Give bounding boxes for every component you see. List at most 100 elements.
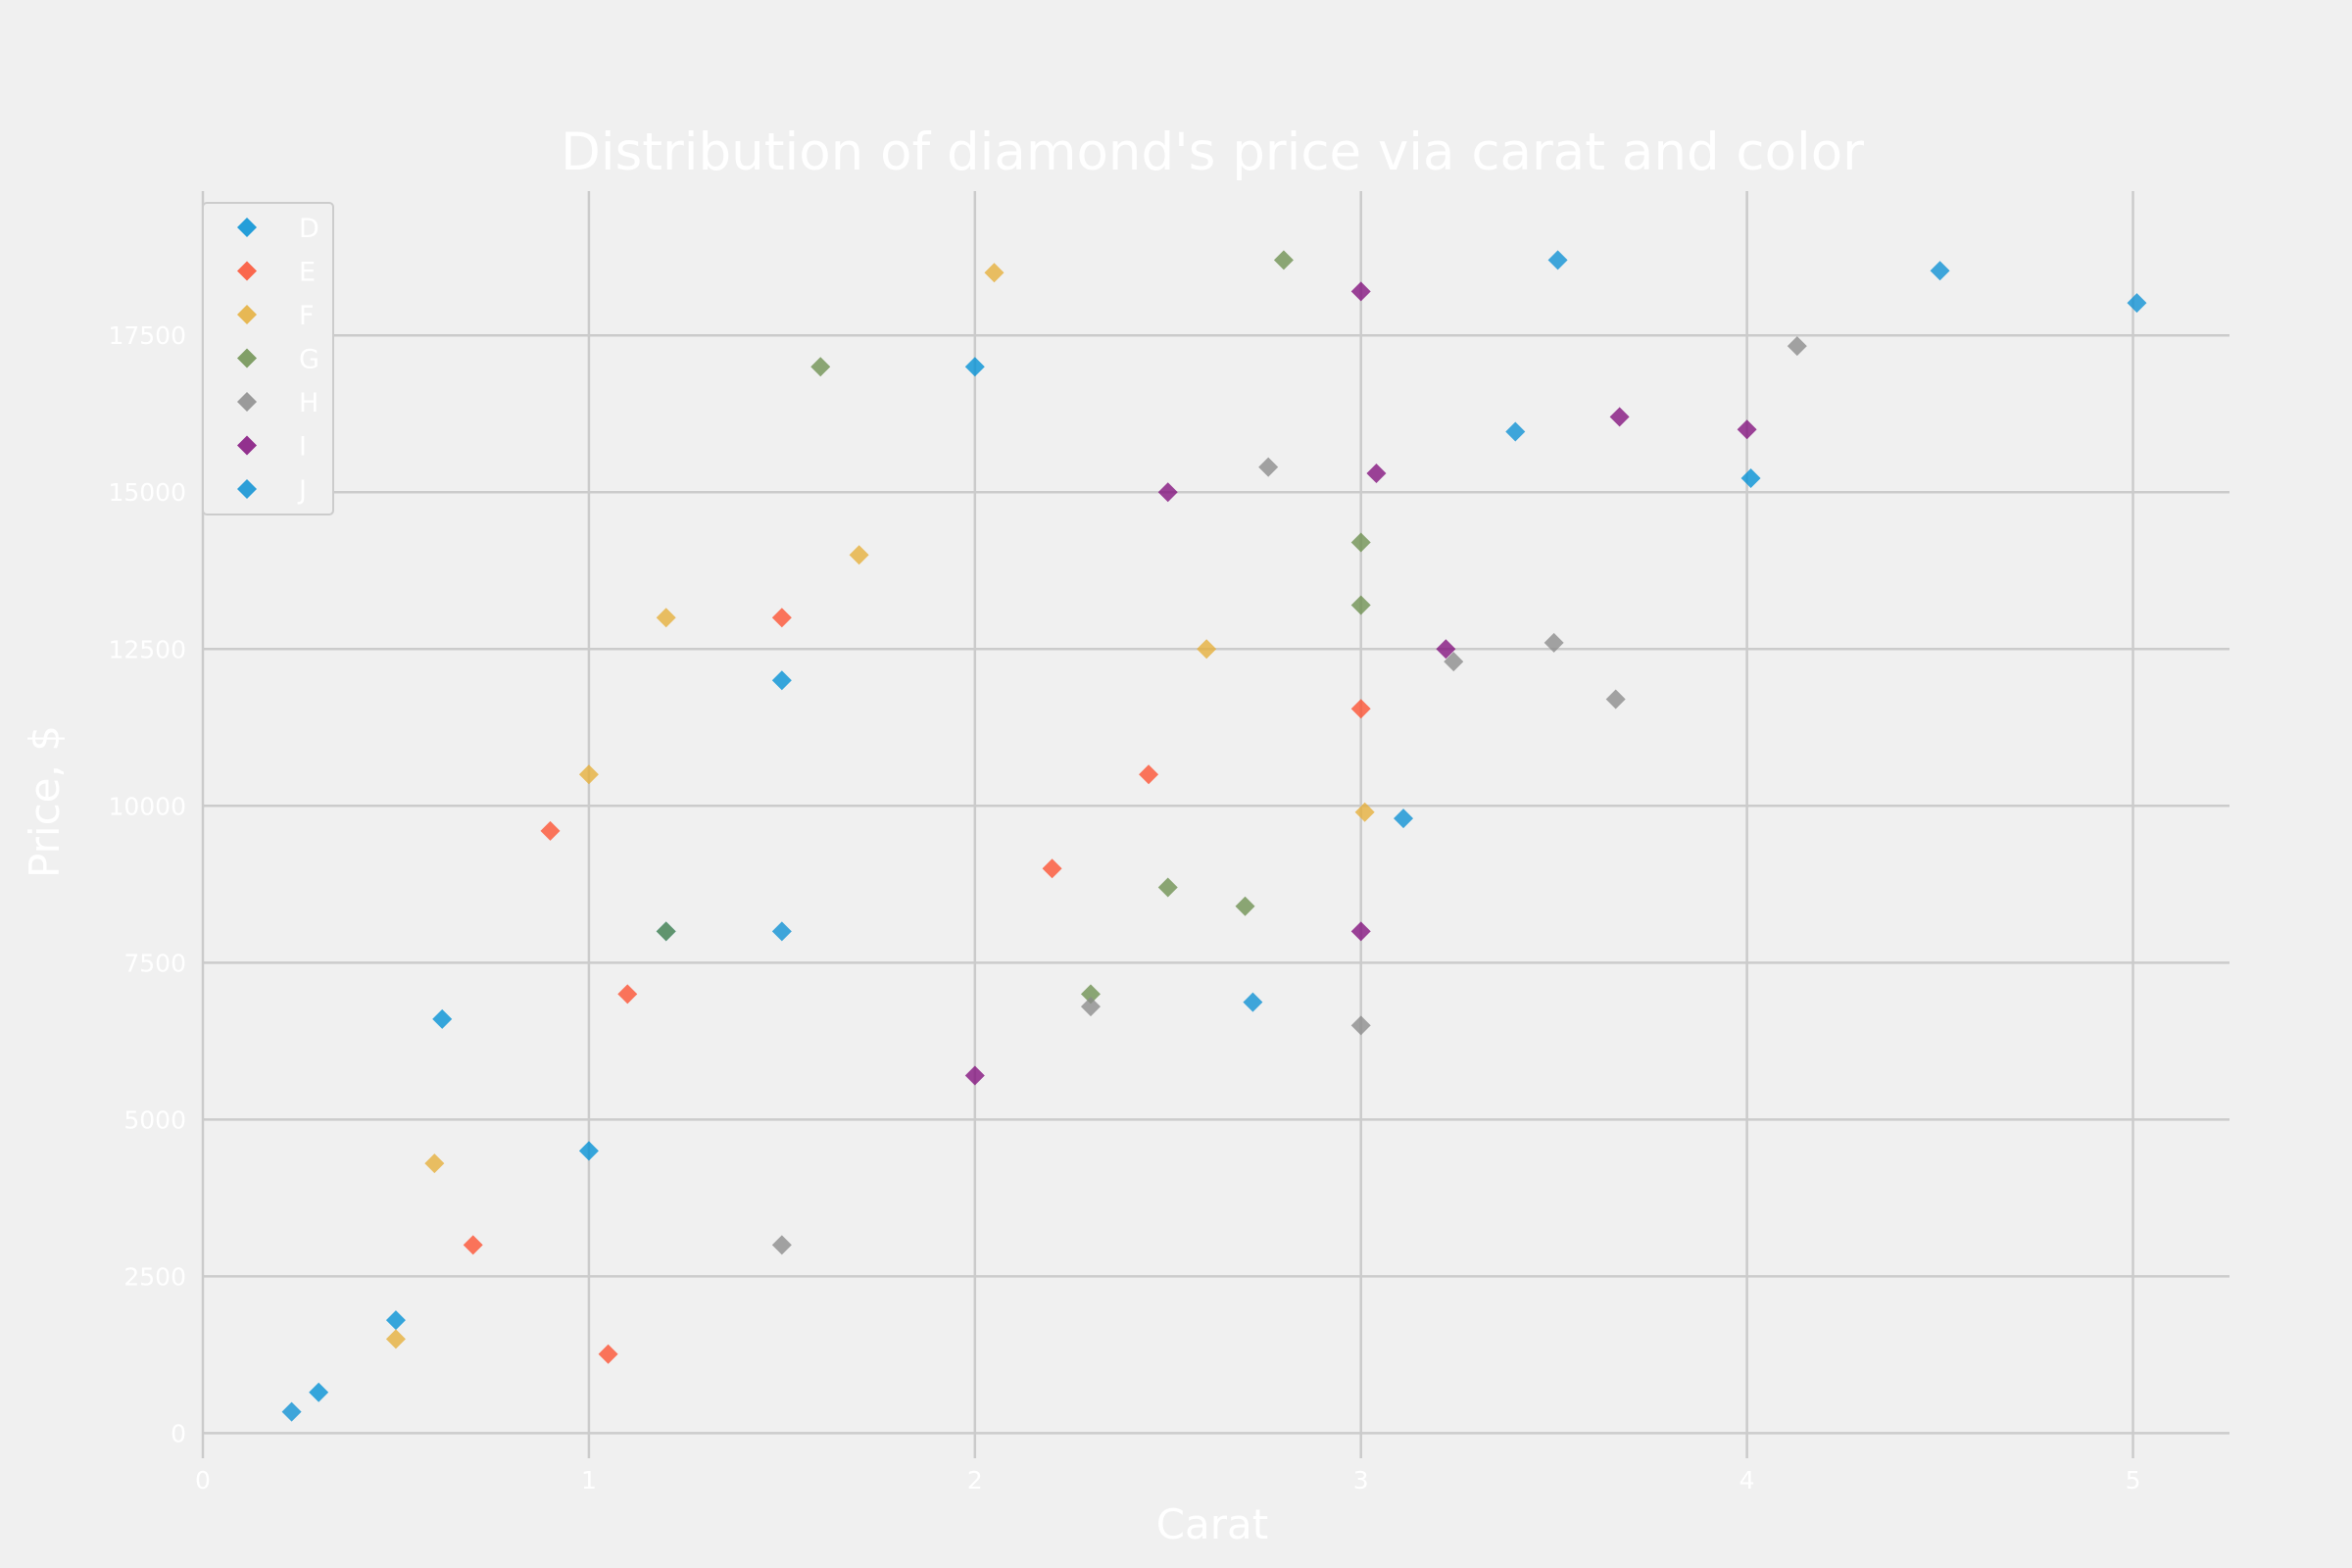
data-point — [463, 1235, 483, 1255]
data-point — [1243, 992, 1263, 1012]
legend-box — [202, 202, 334, 515]
data-point — [1350, 532, 1371, 553]
legend-label-G: G — [299, 345, 319, 375]
data-point — [964, 357, 985, 377]
data-point — [964, 1065, 985, 1086]
y-tick-label: 2500 — [123, 1262, 186, 1291]
data-point — [1273, 250, 1294, 270]
data-point — [1350, 921, 1371, 942]
data-point — [1080, 984, 1101, 1004]
data-point — [1080, 997, 1101, 1017]
x-tick-label: 2 — [967, 1466, 983, 1494]
legend-label-F: F — [299, 301, 315, 331]
legend-label-I: I — [299, 432, 307, 463]
data-point — [1394, 808, 1414, 829]
data-point — [432, 1008, 453, 1029]
legend-marker-I — [237, 435, 257, 456]
chart-title: Distribution of diamond's price via cara… — [561, 122, 1864, 182]
legend-label-H: H — [299, 388, 318, 418]
data-point — [1350, 1015, 1371, 1036]
data-point — [1609, 407, 1630, 427]
points-layer — [281, 250, 2147, 1422]
legend-label-J: J — [297, 475, 307, 506]
x-tick-label: 0 — [195, 1466, 211, 1494]
data-point — [281, 1401, 302, 1422]
legend-marker-H — [237, 392, 257, 412]
data-point — [1197, 639, 1217, 660]
series-G — [656, 250, 1371, 1004]
data-point — [1444, 652, 1464, 672]
grid-layer — [201, 191, 2230, 1458]
series-F — [385, 263, 1375, 1349]
x-tick-label: 4 — [1740, 1466, 1755, 1494]
data-point — [1787, 336, 1807, 357]
y-axis-label: Price, $ — [21, 725, 69, 878]
legend-marker-D — [237, 218, 257, 237]
y-tick-label: 12500 — [108, 635, 186, 663]
x-tick-label: 3 — [1353, 1466, 1369, 1494]
y-tick-label: 5000 — [123, 1105, 186, 1134]
x-axis-label: Carat — [1156, 1500, 1269, 1548]
data-point — [1737, 419, 1757, 440]
data-point — [2127, 293, 2147, 314]
series-E — [463, 608, 1371, 1364]
data-point — [1258, 457, 1279, 477]
data-point — [1547, 250, 1568, 270]
data-point — [1042, 858, 1062, 879]
data-point — [771, 1235, 792, 1255]
legend-label-D: D — [299, 214, 319, 244]
series-H — [771, 336, 1807, 1255]
y-tick-label: 0 — [171, 1419, 186, 1447]
data-point — [578, 1141, 599, 1161]
ticks-layer: 0 1 2 3 4 5 0 2500 5000 7500 10000 12500 15000 17500 — [108, 321, 2140, 1494]
y-tick-label: 17500 — [108, 321, 186, 350]
data-point — [656, 921, 676, 942]
series-J — [281, 250, 2147, 1422]
legend-marker-F — [237, 305, 257, 324]
data-point — [1544, 632, 1564, 653]
legend-label-E: E — [299, 258, 316, 288]
legend-marker-E — [237, 261, 257, 281]
data-point — [1436, 639, 1456, 660]
data-point — [1740, 467, 1761, 488]
data-point — [771, 921, 792, 942]
data-point — [984, 263, 1004, 283]
data-point — [540, 820, 561, 841]
data-point — [1350, 699, 1371, 719]
data-point — [309, 1382, 329, 1402]
series-D — [309, 357, 1761, 1402]
data-point — [771, 670, 792, 691]
y-tick-label: 7500 — [123, 949, 186, 977]
data-point — [1350, 281, 1371, 302]
legend-marker-G — [237, 348, 257, 368]
data-point — [771, 608, 792, 628]
data-point — [598, 1344, 618, 1364]
data-point — [1354, 802, 1375, 822]
data-point — [1366, 464, 1387, 484]
x-tick-label: 5 — [2126, 1466, 2141, 1494]
data-point — [1505, 421, 1526, 442]
data-point — [1157, 482, 1178, 503]
data-point — [385, 1310, 406, 1331]
y-tick-label: 15000 — [108, 478, 186, 507]
data-point — [810, 357, 831, 377]
series-I — [964, 281, 1757, 1086]
data-point — [1605, 689, 1626, 710]
data-point — [617, 984, 638, 1004]
y-tick-label: 10000 — [108, 792, 186, 820]
data-point — [1350, 595, 1371, 615]
data-point — [849, 545, 869, 565]
data-point — [424, 1153, 445, 1174]
data-point — [1930, 261, 1950, 281]
data-point — [656, 608, 676, 628]
x-tick-label: 1 — [581, 1466, 597, 1494]
legend-marker-J — [237, 479, 257, 499]
data-point — [1139, 764, 1159, 785]
data-point — [1157, 877, 1178, 898]
data-point — [1235, 896, 1255, 916]
data-point — [578, 764, 599, 785]
data-point — [385, 1329, 406, 1349]
